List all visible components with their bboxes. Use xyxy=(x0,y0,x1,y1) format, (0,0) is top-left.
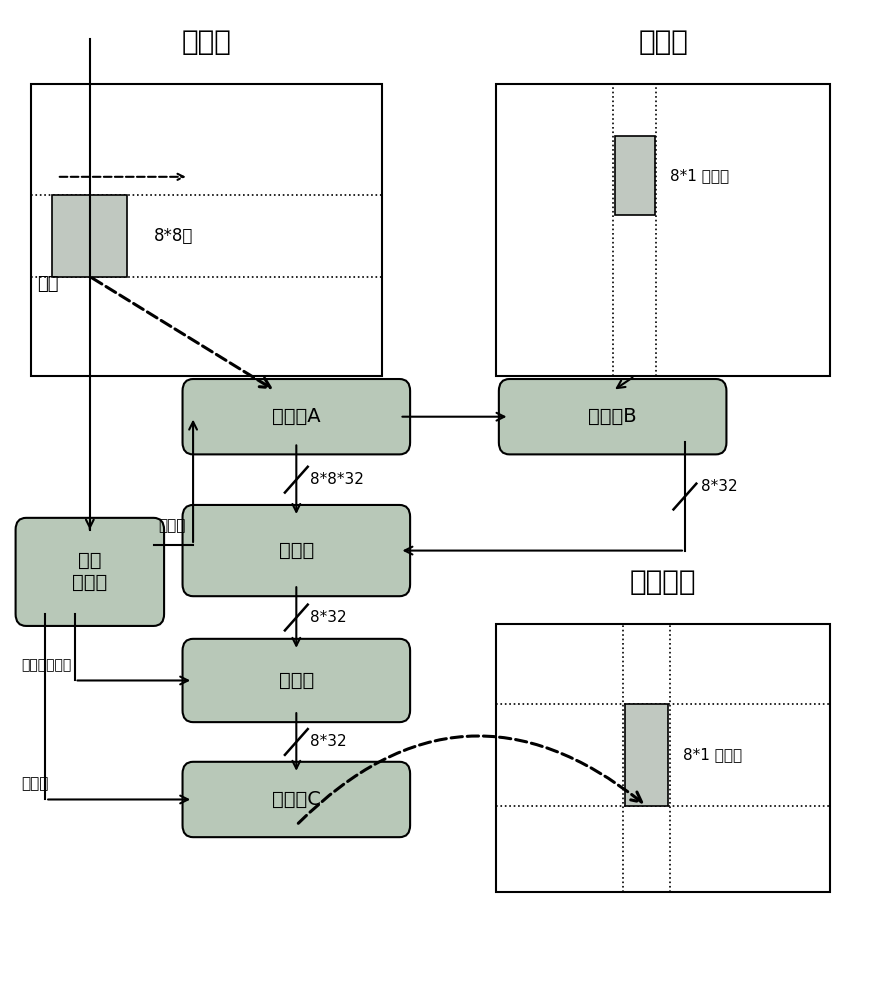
Text: 结果矩阵: 结果矩阵 xyxy=(629,568,696,596)
Text: 输出端C: 输出端C xyxy=(272,790,321,809)
Text: 8*32: 8*32 xyxy=(310,610,346,625)
Text: 8*1 列矢量: 8*1 列矢量 xyxy=(682,748,742,763)
FancyBboxPatch shape xyxy=(16,518,164,626)
FancyBboxPatch shape xyxy=(183,379,409,454)
Text: 写地址: 写地址 xyxy=(22,777,49,792)
Text: 8*8*32: 8*8*32 xyxy=(310,472,364,487)
Bar xyxy=(495,624,829,892)
Text: 地址
发生器: 地址 发生器 xyxy=(72,551,107,592)
Text: 乘法器: 乘法器 xyxy=(278,541,314,560)
Text: 累加使能信号: 累加使能信号 xyxy=(22,659,72,673)
Text: 8*1 列矢量: 8*1 列矢量 xyxy=(669,168,728,183)
Bar xyxy=(30,84,382,376)
FancyBboxPatch shape xyxy=(183,762,409,837)
Text: 输入端B: 输入端B xyxy=(587,407,636,426)
FancyBboxPatch shape xyxy=(183,639,409,722)
Text: 累加器: 累加器 xyxy=(278,671,314,690)
Text: 左矩阵: 左矩阵 xyxy=(181,28,231,56)
Text: 右矩阵: 右矩阵 xyxy=(638,28,688,56)
FancyBboxPatch shape xyxy=(183,505,409,596)
Bar xyxy=(52,195,127,277)
FancyBboxPatch shape xyxy=(498,379,726,454)
Bar xyxy=(614,136,654,215)
Text: 读地址: 读地址 xyxy=(158,518,185,533)
Text: 输入端A: 输入端A xyxy=(272,407,320,426)
Text: 指令: 指令 xyxy=(37,275,58,293)
Text: 8*32: 8*32 xyxy=(310,734,346,749)
Text: 8*8窗: 8*8窗 xyxy=(153,227,192,245)
Bar xyxy=(495,84,829,376)
Bar xyxy=(624,704,667,806)
Text: 8*32: 8*32 xyxy=(700,479,736,494)
